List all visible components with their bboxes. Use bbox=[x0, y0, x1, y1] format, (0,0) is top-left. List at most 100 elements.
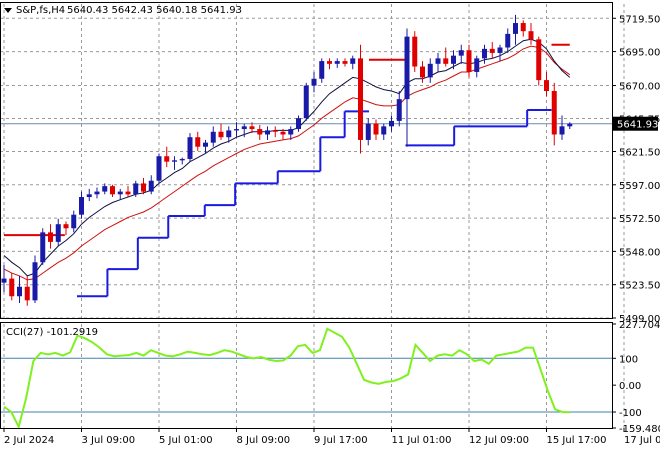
cci-tick-label: 100 bbox=[619, 354, 638, 365]
candle[interactable] bbox=[33, 255, 38, 303]
candle-body bbox=[180, 159, 185, 160]
candle[interactable] bbox=[304, 83, 309, 121]
candle-body bbox=[397, 99, 402, 121]
candle-body bbox=[560, 126, 565, 134]
candle[interactable] bbox=[40, 228, 45, 265]
symbol-header: S&P,fs,H4 5640.43 5642.43 5640.18 5641.9… bbox=[4, 5, 242, 16]
candle-body bbox=[48, 232, 53, 242]
price-tick-label: 5670.00 bbox=[619, 82, 660, 93]
time-tick-label: 3 Jul 09:00 bbox=[82, 435, 136, 446]
candle-body bbox=[2, 279, 7, 283]
candle-body bbox=[296, 118, 301, 129]
time-tick-label: 5 Jul 01:00 bbox=[159, 435, 213, 446]
candle-body bbox=[567, 124, 572, 127]
candle-body bbox=[102, 186, 107, 191]
candle-body bbox=[343, 61, 348, 64]
time-tick-label: 17 Jul 01:00 bbox=[624, 435, 660, 446]
candle[interactable] bbox=[412, 31, 417, 72]
candle-body bbox=[482, 49, 487, 59]
candle-body bbox=[443, 58, 448, 63]
candle-body bbox=[312, 79, 317, 86]
candle-body bbox=[149, 181, 154, 192]
candle[interactable] bbox=[157, 154, 162, 184]
candle-body bbox=[459, 50, 464, 55]
candle-body bbox=[358, 58, 363, 140]
candle-body bbox=[304, 86, 309, 119]
candle-body bbox=[110, 186, 115, 194]
time-tick-label: 9 Jul 17:00 bbox=[314, 435, 368, 446]
candle-body bbox=[436, 58, 441, 63]
candle-body bbox=[211, 132, 216, 143]
candle-body bbox=[366, 124, 371, 140]
candle-body bbox=[195, 137, 200, 147]
candle-body bbox=[126, 192, 131, 195]
current-price-box: 5641.93 bbox=[613, 117, 658, 131]
price-tick-label: 5548.00 bbox=[619, 247, 660, 258]
time-tick-label: 12 Jul 09:00 bbox=[469, 435, 529, 446]
ohlc-readout: 5640.43 5642.43 5640.18 5641.93 bbox=[67, 5, 242, 16]
candle-body bbox=[536, 39, 541, 80]
candle-body bbox=[234, 129, 239, 130]
candle-body bbox=[381, 126, 386, 134]
candle-body bbox=[242, 126, 247, 129]
candle-body bbox=[64, 224, 69, 228]
candle-body bbox=[40, 232, 45, 262]
candle-body bbox=[219, 132, 224, 137]
candle-body bbox=[327, 61, 332, 64]
candle-body bbox=[164, 156, 169, 161]
candle-body bbox=[505, 34, 510, 48]
candle[interactable] bbox=[188, 133, 193, 162]
price-tick-label: 5719.50 bbox=[619, 14, 660, 25]
candle-body bbox=[257, 129, 262, 134]
candle-body bbox=[25, 287, 30, 301]
candle-body bbox=[71, 215, 76, 229]
candle-body bbox=[389, 121, 394, 126]
candle-body bbox=[33, 262, 38, 300]
candle-body bbox=[552, 91, 557, 134]
candle-body bbox=[451, 56, 456, 64]
symbol-label: S&P,fs,H4 bbox=[16, 5, 65, 16]
candle-body bbox=[188, 137, 193, 159]
candle-body bbox=[17, 287, 22, 297]
candle-body bbox=[420, 67, 425, 78]
price-tick-label: 5695.00 bbox=[619, 48, 660, 59]
cci-tick-label: -159.4803 bbox=[619, 424, 660, 435]
cci-tick-label: -100 bbox=[619, 408, 642, 419]
candle-body bbox=[374, 124, 379, 135]
candle-body bbox=[513, 23, 518, 34]
time-tick-label: 15 Jul 17:00 bbox=[547, 435, 607, 446]
candle-body bbox=[474, 58, 479, 72]
candle-body bbox=[250, 126, 255, 129]
cci-tick-label: 227.7043 bbox=[619, 320, 660, 331]
candle-body bbox=[319, 61, 324, 79]
candle[interactable] bbox=[536, 37, 541, 86]
candle-body bbox=[405, 37, 410, 100]
time-tick-label: 2 Jul 2024 bbox=[4, 435, 54, 446]
candle-body bbox=[428, 64, 433, 78]
price-tick-label: 5523.50 bbox=[619, 281, 660, 292]
candle-body bbox=[529, 31, 534, 39]
candle-body bbox=[490, 49, 495, 53]
candle-body bbox=[79, 197, 84, 215]
candle-body bbox=[118, 192, 123, 195]
candle-body bbox=[226, 130, 231, 137]
price-tick-label: 5572.50 bbox=[619, 214, 660, 225]
candle-body bbox=[281, 132, 286, 135]
price-tick-label: 5621.50 bbox=[619, 147, 660, 158]
candle-body bbox=[265, 130, 270, 134]
candle[interactable] bbox=[358, 45, 363, 154]
candle-body bbox=[141, 183, 146, 191]
time-tick-label: 8 Jul 09:00 bbox=[237, 435, 291, 446]
candle-body bbox=[498, 47, 503, 52]
candle-body bbox=[288, 129, 293, 134]
candle-body bbox=[335, 61, 340, 64]
current-price-label: 5641.93 bbox=[617, 120, 658, 131]
candle-body bbox=[95, 192, 100, 195]
candle-body bbox=[172, 160, 177, 161]
candle-body bbox=[412, 37, 417, 67]
candle-body bbox=[544, 80, 549, 91]
cci-label: CCI(27) -101.2919 bbox=[6, 327, 98, 338]
candle-body bbox=[157, 156, 162, 180]
